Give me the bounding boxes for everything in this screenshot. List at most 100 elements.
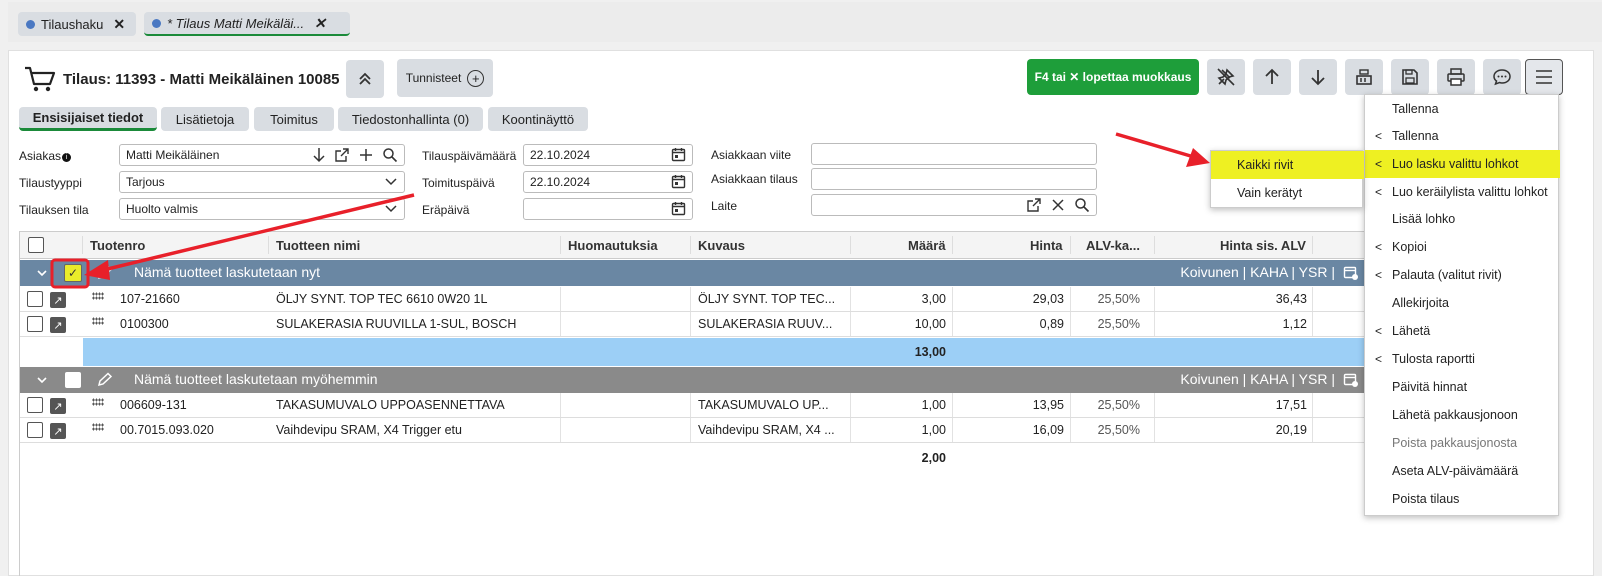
close-icon[interactable]: ✕ <box>113 15 126 32</box>
select-all-checkbox[interactable] <box>28 237 44 253</box>
external-link-icon[interactable] <box>334 147 350 163</box>
menu-item-allekirjoita[interactable]: Allekirjoita <box>1365 289 1560 317</box>
save-button[interactable] <box>1391 59 1429 95</box>
chevron-down-icon[interactable] <box>36 375 48 385</box>
block-checkbox-checked[interactable]: ✓ <box>64 264 82 282</box>
row-checkbox[interactable] <box>27 397 43 413</box>
hamburger-menu-button[interactable] <box>1525 59 1563 95</box>
tab-ensisijaiset-tiedot[interactable]: Ensisijaiset tiedot <box>19 107 157 131</box>
menu-item-tulosta-raportti[interactable]: < Tulosta raportti <box>1365 345 1560 373</box>
comment-button[interactable] <box>1483 59 1521 95</box>
pencil-icon[interactable] <box>96 372 114 388</box>
col-alv[interactable]: ALV-ka... <box>1086 238 1140 253</box>
calendar-icon[interactable] <box>671 147 686 162</box>
table-row[interactable]: ↗ 006609-131 TAKASUMUVALO UPPOASENNETTAV… <box>20 393 1365 418</box>
drag-handle-icon[interactable] <box>92 398 104 406</box>
menu-item-poista-pakkausjonosta[interactable]: Poista pakkausjonosta <box>1365 429 1560 457</box>
tags-button[interactable]: Tunnisteet + <box>397 59 493 97</box>
col-kuvaus[interactable]: Kuvaus <box>698 238 745 253</box>
move-down-button[interactable] <box>1299 59 1337 95</box>
search-icon[interactable] <box>1074 197 1090 213</box>
tab-lisatietoja[interactable]: Lisätietoja <box>161 107 249 131</box>
hamburger-icon <box>1536 70 1552 84</box>
unpin-button[interactable] <box>1207 59 1245 95</box>
delivery-date-field[interactable]: 22.10.2024 <box>523 171 693 193</box>
tab-koontinaytto[interactable]: Koontinäyttö <box>488 107 588 131</box>
cell-tuotenro: 107-21660 <box>120 292 180 306</box>
row-checkbox[interactable] <box>27 316 43 332</box>
menu-item-laheta-pakkausjonoon[interactable]: Lähetä pakkausjonoon <box>1365 401 1560 429</box>
drag-handle-icon[interactable] <box>92 423 104 431</box>
tab-order[interactable]: * Tilaus Matti Meikäläi... ✕ <box>144 12 350 36</box>
col-hinta[interactable]: Hinta <box>1030 238 1063 253</box>
move-up-button[interactable] <box>1253 59 1291 95</box>
row-checkbox[interactable] <box>27 422 43 438</box>
calendar-icon[interactable] <box>671 201 686 216</box>
row-checkbox[interactable] <box>27 291 43 307</box>
order-type-select[interactable]: Tarjous <box>119 171 405 193</box>
tags-label: Tunnisteet <box>405 71 462 85</box>
cash-register-button[interactable] <box>1345 59 1383 95</box>
customer-order-field[interactable] <box>811 168 1097 190</box>
close-icon[interactable] <box>1050 197 1066 213</box>
order-state-select[interactable]: Huolto valmis <box>119 198 405 220</box>
menu-item-kopioi[interactable]: < Kopioi <box>1365 233 1560 261</box>
table-row[interactable]: ↗ 0100300 SULAKERASIA RUUVILLA 1-SUL, BO… <box>20 312 1365 337</box>
cell-hinta: 29,03 <box>1032 292 1064 306</box>
search-icon[interactable] <box>382 147 398 163</box>
open-row-icon[interactable]: ↗ <box>50 398 66 414</box>
tab-toimitus[interactable]: Toimitus <box>254 107 334 131</box>
menu-item-tallenna[interactable]: Tallenna <box>1365 95 1560 123</box>
calendar-settings-icon[interactable] <box>1343 372 1359 388</box>
menu-item-palauta[interactable]: < Palauta (valitut rivit) <box>1365 261 1560 289</box>
table-row[interactable]: ↗ 107-21660 ÖLJY SYNT. TOP TEC 6610 0W20… <box>20 287 1365 312</box>
chevron-down-icon[interactable] <box>36 268 48 278</box>
chevron-left-icon: < <box>1375 268 1383 282</box>
cell-maara: 10,00 <box>914 317 946 331</box>
tab-tiedostonhallinta[interactable]: Tiedostonhallinta (0) <box>338 107 483 131</box>
menu-item-laheta[interactable]: < Lähetä <box>1365 317 1560 345</box>
col-hinta-sis-alv[interactable]: Hinta sis. ALV <box>1220 238 1306 253</box>
customer-reference-field[interactable] <box>811 143 1097 165</box>
menu-item-lisaa-lohko[interactable]: Lisää lohko <box>1365 205 1560 233</box>
open-row-icon[interactable]: ↗ <box>50 423 66 439</box>
open-row-icon[interactable]: ↗ <box>50 292 66 308</box>
submenu-item-kaikki-rivit[interactable]: Kaikki rivit <box>1211 151 1364 179</box>
calendar-settings-icon[interactable] <box>1343 265 1359 281</box>
page-title: Tilaus: 11393 - Matti Meikäläinen 10085 <box>63 70 340 88</box>
sum-maara: 2,00 <box>921 451 946 465</box>
laite-label: Laite <box>711 199 738 213</box>
menu-item-aseta-alv-paivamaara[interactable]: Aseta ALV-päivämäärä <box>1365 457 1560 485</box>
submenu-item-vain-keratyt[interactable]: Vain kerätyt <box>1237 186 1303 200</box>
print-button[interactable] <box>1437 59 1475 95</box>
menu-item-paivita-hinnat[interactable]: Päivitä hinnat <box>1365 373 1560 401</box>
open-row-icon[interactable]: ↗ <box>50 317 66 333</box>
menu-item-poista-tilaus[interactable]: Poista tilaus <box>1365 485 1560 513</box>
arrow-down-icon[interactable] <box>312 147 326 163</box>
block-checkbox[interactable] <box>65 372 81 388</box>
menu-item-luo-kerailylista[interactable]: < Luo keräilylista valittu lohkot <box>1365 178 1560 206</box>
menu-item-luo-lasku[interactable]: < Luo lasku valittu lohkot <box>1365 150 1560 178</box>
tab-status-dot <box>26 19 35 29</box>
external-link-icon[interactable] <box>1026 197 1042 213</box>
drag-handle-icon[interactable] <box>92 292 104 300</box>
collapse-button[interactable] <box>345 60 384 98</box>
pencil-icon[interactable] <box>96 265 114 281</box>
due-date-field[interactable] <box>523 198 693 220</box>
table-row[interactable]: ↗ 00.7015.093.020 Vaihdevipu SRAM, X4 Tr… <box>20 418 1365 443</box>
close-icon[interactable]: ✕ <box>314 14 326 31</box>
customer-field[interactable]: Matti Meikäläinen <box>119 144 405 166</box>
col-maara[interactable]: Määrä <box>908 238 946 253</box>
device-field[interactable] <box>811 194 1097 216</box>
order-date-field[interactable]: 22.10.2024 <box>523 144 693 166</box>
col-nimi[interactable]: Tuotteen nimi <box>276 238 361 253</box>
col-huomautuksia[interactable]: Huomautuksia <box>568 238 658 253</box>
tab-tilaushaku[interactable]: Tilaushaku ✕ <box>18 12 136 36</box>
menu-item-tallenna-sub[interactable]: < Tallenna <box>1365 122 1560 150</box>
plus-circle-icon: + <box>467 69 485 87</box>
stop-editing-button[interactable]: F4 tai ✕ lopettaa muokkaus <box>1027 59 1199 95</box>
col-tuotenro[interactable]: Tuotenro <box>90 238 146 253</box>
drag-handle-icon[interactable] <box>92 317 104 325</box>
calendar-icon[interactable] <box>671 174 686 189</box>
plus-icon[interactable] <box>358 147 374 163</box>
